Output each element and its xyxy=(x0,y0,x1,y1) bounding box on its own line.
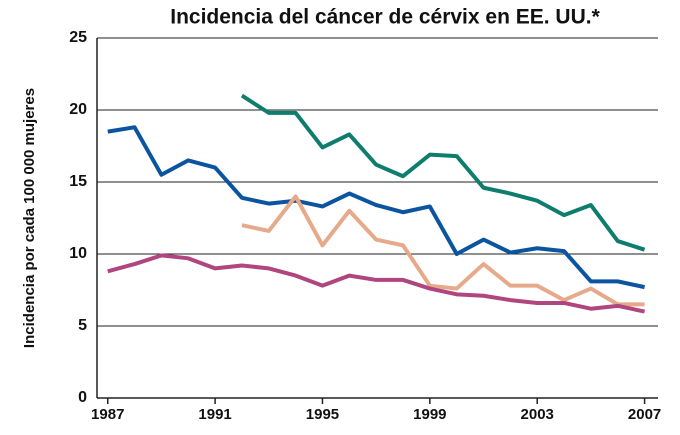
y-tick-label: 10 xyxy=(69,245,87,262)
y-tick-label: 0 xyxy=(78,389,87,406)
y-tick-label: 5 xyxy=(78,317,87,334)
x-tick-label: 2003 xyxy=(521,406,554,423)
series-line xyxy=(107,125,645,290)
x-tick-label: 1995 xyxy=(306,406,339,423)
chart-title: Incidencia del cáncer de cérvix en EE. U… xyxy=(170,6,600,29)
x-tick-label: 1987 xyxy=(91,406,124,423)
series-line xyxy=(241,194,645,307)
x-tick-label: 1991 xyxy=(198,406,231,423)
series-line xyxy=(107,253,645,314)
series-line xyxy=(240,93,646,252)
y-tick-label: 25 xyxy=(69,29,87,46)
x-tick-label: 2007 xyxy=(628,406,661,423)
x-tick-label: 1999 xyxy=(413,406,446,423)
y-tick-label: 20 xyxy=(69,101,87,118)
y-tick-label: 15 xyxy=(69,173,87,190)
y-axis-label: Incidencia por cada 100 000 mujeres xyxy=(21,88,38,348)
